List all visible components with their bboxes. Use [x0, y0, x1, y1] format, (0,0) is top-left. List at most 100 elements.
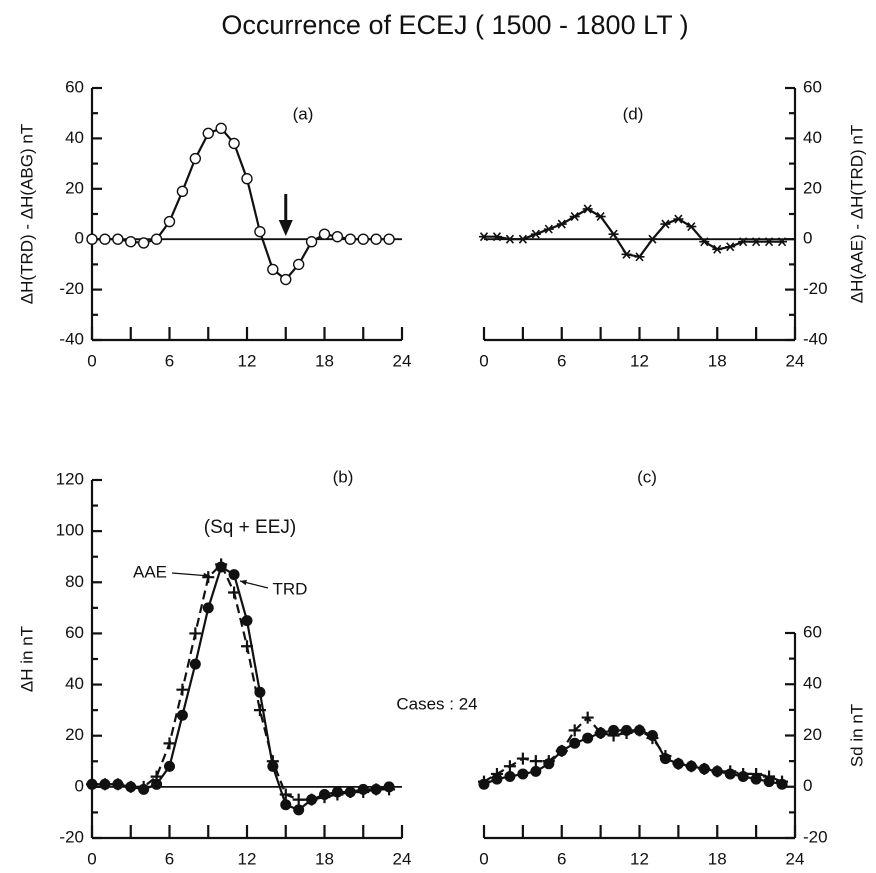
x-tick-label: 0 [87, 351, 96, 370]
x-tick-label: 6 [165, 849, 174, 868]
marker [176, 185, 189, 198]
marker [750, 773, 762, 785]
marker [634, 724, 645, 736]
y-tick-label: 40 [803, 128, 822, 147]
marker [529, 755, 542, 768]
x-tick-label: 24 [393, 351, 412, 370]
x-tick-label: 18 [315, 849, 334, 868]
marker [99, 778, 111, 790]
y-tick-label: 0 [75, 776, 84, 795]
marker [228, 137, 240, 150]
panel-label: (a) [293, 104, 314, 123]
x-tick-label: 6 [557, 351, 566, 370]
series-line [483, 729, 783, 786]
marker [568, 724, 581, 737]
marker [319, 789, 330, 801]
marker [254, 686, 266, 698]
marker [530, 765, 542, 777]
marker [383, 233, 395, 245]
panel: 0 6 12 18 24 -40 -20 0 20 40 60 ΔH(TRD) - ΔH(ABG) n… [17, 77, 411, 370]
marker [698, 763, 710, 775]
marker [738, 237, 749, 247]
y-tick-label: -20 [803, 827, 828, 846]
marker [646, 730, 658, 741]
marker [176, 709, 188, 721]
y-tick-label: -20 [59, 279, 84, 298]
marker [331, 786, 343, 798]
marker [293, 804, 305, 816]
marker [318, 228, 331, 240]
marker [383, 781, 395, 793]
marker [673, 214, 684, 224]
marker [763, 776, 775, 788]
marker [228, 569, 240, 581]
series-line [484, 207, 782, 259]
marker [215, 561, 227, 573]
marker [595, 211, 606, 222]
marker [280, 799, 292, 811]
x-tick-label: 24 [786, 351, 805, 370]
marker [370, 783, 382, 795]
x-tick-label: 12 [238, 351, 257, 370]
marker [125, 236, 137, 248]
marker [777, 237, 788, 247]
marker [737, 771, 749, 782]
marker [164, 760, 175, 772]
y-tick-label: 100 [56, 521, 84, 540]
marker [621, 249, 632, 259]
marker [491, 773, 503, 785]
series-name: TRD [273, 579, 308, 598]
marker [491, 232, 502, 242]
panel: 0 6 12 18 24 -40 -20 0 20 40 60 ΔH(AAE) - ΔH(TRD) n… [479, 77, 866, 370]
marker [634, 252, 645, 262]
y-tick-label: 20 [803, 725, 822, 744]
marker [344, 233, 357, 245]
marker [725, 242, 736, 252]
annotation: (Sq + EEJ) [204, 517, 296, 538]
arrow-head [278, 220, 293, 236]
marker [582, 732, 594, 744]
marker [254, 225, 266, 238]
marker [138, 783, 150, 795]
marker [292, 258, 305, 271]
y-tick-label: 40 [65, 128, 84, 147]
marker [151, 778, 163, 790]
x-tick-label: 24 [393, 849, 412, 868]
marker [569, 211, 580, 222]
marker [99, 233, 111, 245]
marker [776, 778, 788, 790]
marker [137, 237, 150, 249]
y-tick-label: 40 [803, 674, 822, 693]
marker [621, 724, 633, 736]
marker [163, 215, 176, 228]
y-tick-label: 40 [65, 674, 84, 693]
marker [556, 745, 568, 757]
y-tick-label: 60 [803, 622, 822, 641]
x-tick-label: 12 [630, 351, 649, 370]
marker [176, 683, 189, 696]
y-tick-label: -20 [803, 279, 828, 298]
marker [267, 760, 279, 772]
marker [517, 234, 528, 244]
marker [125, 781, 137, 793]
marker [517, 768, 529, 780]
y-tick-label: 120 [56, 469, 84, 488]
marker [357, 233, 369, 245]
marker [582, 204, 593, 214]
marker [357, 783, 369, 795]
y-tick-label: 20 [65, 725, 84, 744]
y-tick-label: 0 [803, 776, 812, 795]
marker [659, 753, 671, 765]
marker [241, 173, 253, 185]
series-line [92, 126, 390, 282]
marker [189, 152, 202, 165]
panel-label: (c) [637, 467, 657, 486]
marker [112, 233, 124, 245]
y-axis-label: ΔH in nT [17, 626, 36, 692]
y-tick-label: 60 [803, 77, 822, 96]
y-axis-label: Sd in nT [847, 704, 866, 767]
marker [504, 771, 516, 782]
x-tick-label: 0 [87, 849, 96, 868]
